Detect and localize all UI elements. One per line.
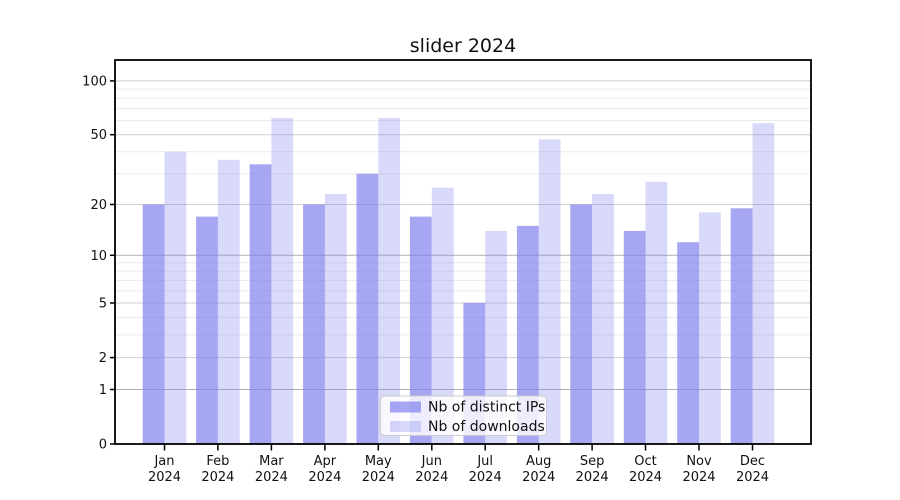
bar-dec-downloads — [752, 123, 775, 444]
y-tick-label: 20 — [90, 198, 107, 213]
x-tick-label-month: Apr — [314, 454, 337, 469]
bar-layer — [142, 118, 775, 445]
x-tick-label-month: May — [365, 454, 392, 469]
bar-aug-downloads — [538, 139, 561, 444]
legend-label-distinct-ips: Nb of distinct IPs — [428, 400, 545, 416]
legend-swatch-downloads — [390, 421, 421, 432]
grid-layer — [115, 80, 811, 390]
x-tick-label-year: 2024 — [469, 470, 502, 485]
chart-title: slider 2024 — [410, 35, 516, 57]
x-tick-label-year: 2024 — [682, 470, 715, 485]
x-tick-label-year: 2024 — [255, 470, 288, 485]
x-tick-label-year: 2024 — [522, 470, 555, 485]
x-tick-label-year: 2024 — [576, 470, 609, 485]
x-tick-label-month: Jul — [476, 454, 493, 469]
y-tick-label: 2 — [99, 351, 107, 366]
bar-jun-downloads — [431, 187, 454, 444]
bar-sep-downloads — [592, 194, 614, 444]
legend-box — [380, 395, 547, 436]
y-tick-label: 0 — [99, 438, 107, 453]
bar-aug-distinct-ips — [516, 225, 539, 444]
x-tick-label-month: Jan — [153, 454, 174, 469]
bar-nov-downloads — [699, 212, 721, 444]
x-tick-label-month: Sep — [580, 454, 605, 469]
bar-oct-distinct-ips — [623, 230, 646, 444]
bar-jan-downloads — [164, 151, 187, 445]
bar-sep-distinct-ips — [570, 204, 593, 444]
y-tick-label: 10 — [90, 249, 107, 264]
x-tick-label-month: Aug — [526, 454, 551, 469]
x-tick-label-year: 2024 — [362, 470, 395, 485]
x-tick-label-year: 2024 — [308, 470, 341, 485]
axes-layer: 0125102050100Jan2024Feb2024Mar2024Apr202… — [82, 59, 812, 485]
bar-feb-distinct-ips — [196, 216, 218, 444]
plot-border — [114, 59, 812, 445]
bar-oct-downloads — [645, 181, 668, 445]
y-tick-label: 1 — [99, 383, 107, 398]
bar-mar-downloads — [271, 118, 294, 444]
bar-mar-distinct-ips — [249, 164, 272, 445]
bar-jun-distinct-ips — [409, 216, 432, 444]
x-tick-label-year: 2024 — [148, 470, 181, 485]
x-tick-label-month: Oct — [634, 454, 656, 469]
bar-apr-downloads — [324, 194, 347, 444]
x-tick-label-month: Dec — [740, 454, 765, 469]
legend-label-downloads: Nb of downloads — [428, 419, 545, 435]
x-tick-label-year: 2024 — [201, 470, 234, 485]
y-tick-label: 100 — [82, 74, 107, 89]
x-tick-label-year: 2024 — [629, 470, 662, 485]
x-tick-label-year: 2024 — [736, 470, 769, 485]
bar-feb-downloads — [217, 159, 240, 444]
legend-swatch-distinct-ips — [390, 401, 421, 413]
legend: Nb of distinct IPs Nb of downloads — [380, 395, 547, 436]
bar-jan-distinct-ips — [142, 204, 165, 444]
x-tick-label-month: Jun — [421, 454, 442, 469]
x-tick-label-month: Nov — [686, 454, 712, 469]
bar-may-downloads — [378, 118, 401, 444]
bar-may-distinct-ips — [356, 173, 379, 445]
x-tick-label-month: Feb — [206, 454, 229, 469]
x-tick-label-year: 2024 — [415, 470, 448, 485]
bar-dec-distinct-ips — [730, 208, 753, 444]
x-tick-label-month: Mar — [259, 454, 284, 469]
y-tick-label: 50 — [90, 128, 107, 143]
bar-nov-distinct-ips — [677, 242, 699, 444]
bar-jul-downloads — [485, 230, 507, 444]
bar-apr-distinct-ips — [303, 204, 325, 444]
y-tick-label: 5 — [99, 297, 107, 312]
